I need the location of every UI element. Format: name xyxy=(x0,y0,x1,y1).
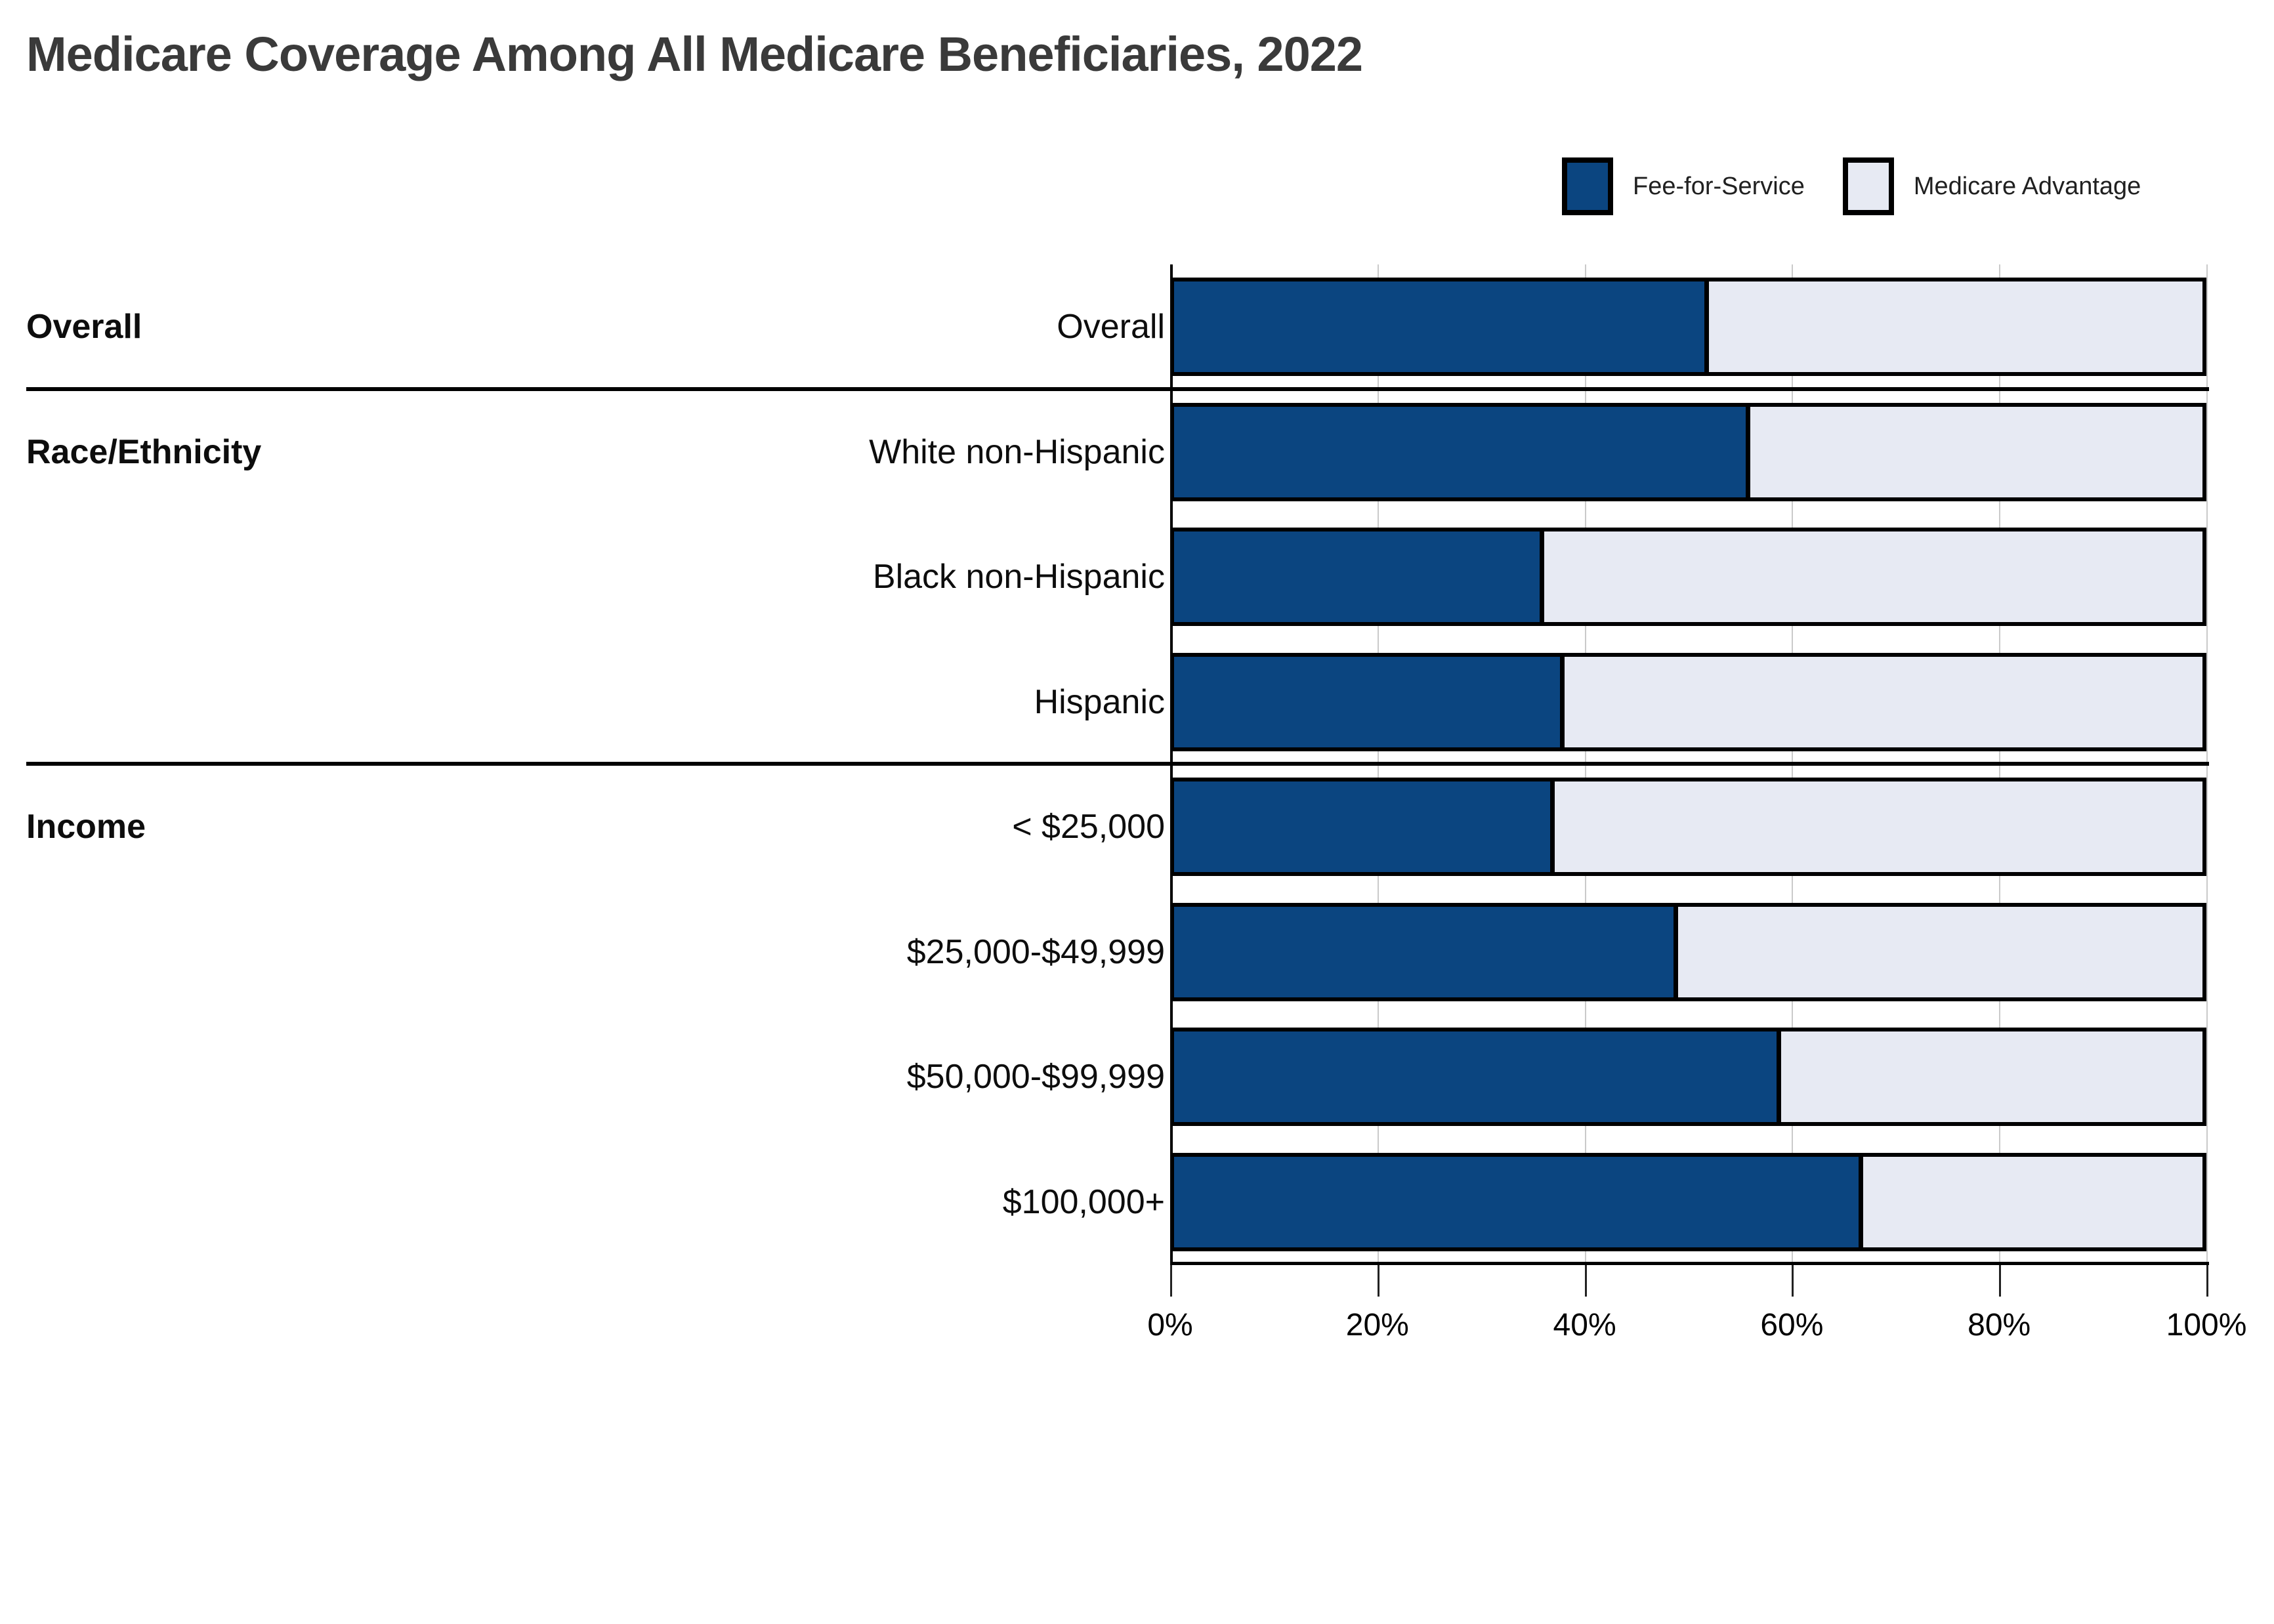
legend-item: Medicare Advantage xyxy=(1842,157,2141,215)
bar-row: Hispanic xyxy=(0,640,2274,765)
axis-tick-0 xyxy=(1170,1265,1172,1297)
bar-segment-medicare-advantage xyxy=(1677,906,2202,997)
stacked-bar xyxy=(1170,778,2206,877)
bar-segment-fee-for-service xyxy=(1174,531,1545,623)
bar-segment-medicare-advantage xyxy=(1780,1031,2202,1123)
bar-row: Overall Overall xyxy=(0,264,2274,390)
bar-segment-fee-for-service xyxy=(1174,656,1565,747)
group-label-income: Income xyxy=(26,808,146,846)
row-label-100-000: $100,000+ xyxy=(1002,1182,1165,1221)
stacked-bar xyxy=(1170,1028,2206,1127)
row-label-50-000-99-999: $50,000-$99,999 xyxy=(906,1058,1165,1096)
group-label-race-ethnicity: Race/Ethnicity xyxy=(26,432,262,471)
bar-segment-fee-for-service xyxy=(1174,906,1678,997)
bar-segment-medicare-advantage xyxy=(1863,1156,2202,1247)
legend-label: Fee-for-Service xyxy=(1633,172,1805,200)
stacked-bar xyxy=(1170,652,2206,751)
row-label-hispanic: Hispanic xyxy=(1034,682,1165,721)
row-label-white-non-hispanic: White non-Hispanic xyxy=(869,432,1165,471)
legend-label: Medicare Advantage xyxy=(1913,172,2141,200)
group-label-overall: Overall xyxy=(26,308,142,346)
bar-segment-medicare-advantage xyxy=(1565,656,2202,747)
axis-tick-80 xyxy=(1999,1265,2002,1297)
row-label-overall: Overall xyxy=(1057,308,1165,346)
bar-segment-medicare-advantage xyxy=(1750,406,2202,497)
axis-tick-label-80: 80% xyxy=(1968,1308,2031,1343)
axis-tick-60 xyxy=(1792,1265,1794,1297)
row-label-25-000: < $25,000 xyxy=(1012,808,1165,846)
bar-row: Race/Ethnicity White non-Hispanic xyxy=(0,390,2274,515)
legend-swatch-fee-for-service xyxy=(1562,157,1613,215)
stacked-bar xyxy=(1170,1152,2206,1251)
axis-tick-label-40: 40% xyxy=(1553,1308,1616,1343)
axis-tick-label-60: 60% xyxy=(1760,1308,1824,1343)
axis-tick-label-0: 0% xyxy=(1147,1308,1193,1343)
bar-rows: Overall Overall Race/Ethnicity White non… xyxy=(0,264,2274,1264)
chart-title: Medicare Coverage Among All Medicare Ben… xyxy=(26,27,1363,81)
bar-segment-medicare-advantage xyxy=(1554,781,2202,873)
x-axis-line xyxy=(1170,1262,2209,1265)
stacked-bar xyxy=(1170,902,2206,1001)
bar-row: Income < $25,000 xyxy=(0,764,2274,890)
axis-tick-label-100: 100% xyxy=(2166,1308,2247,1343)
bar-segment-fee-for-service xyxy=(1174,1156,1863,1247)
stacked-bar xyxy=(1170,528,2206,627)
bar-segment-fee-for-service xyxy=(1174,281,1709,373)
axis-tick-40 xyxy=(1584,1265,1587,1297)
legend: Fee-for-Service Medicare Advantage xyxy=(1562,157,2141,215)
bar-segment-medicare-advantage xyxy=(1544,531,2202,623)
row-label-25-000-49-999: $25,000-$49,999 xyxy=(906,932,1165,971)
bar-segment-medicare-advantage xyxy=(1708,281,2202,373)
legend-swatch-medicare-advantage xyxy=(1842,157,1894,215)
bar-row: $100,000+ xyxy=(0,1140,2274,1265)
stacked-bar xyxy=(1170,278,2206,377)
axis-tick-100 xyxy=(2206,1265,2208,1297)
bar-segment-fee-for-service xyxy=(1174,1031,1781,1123)
group-separator xyxy=(26,386,2209,391)
bar-segment-fee-for-service xyxy=(1174,406,1750,497)
row-label-black-non-hispanic: Black non-Hispanic xyxy=(872,558,1165,596)
axis-tick-label-20: 20% xyxy=(1345,1308,1409,1343)
stacked-bar xyxy=(1170,402,2206,501)
legend-item: Fee-for-Service xyxy=(1562,157,1805,215)
bar-segment-fee-for-service xyxy=(1174,781,1555,873)
bar-row: Black non-Hispanic xyxy=(0,514,2274,640)
axis-tick-20 xyxy=(1377,1265,1379,1297)
group-separator xyxy=(26,762,2209,766)
bar-row: $50,000-$99,999 xyxy=(0,1014,2274,1140)
bar-row: $25,000-$49,999 xyxy=(0,890,2274,1015)
